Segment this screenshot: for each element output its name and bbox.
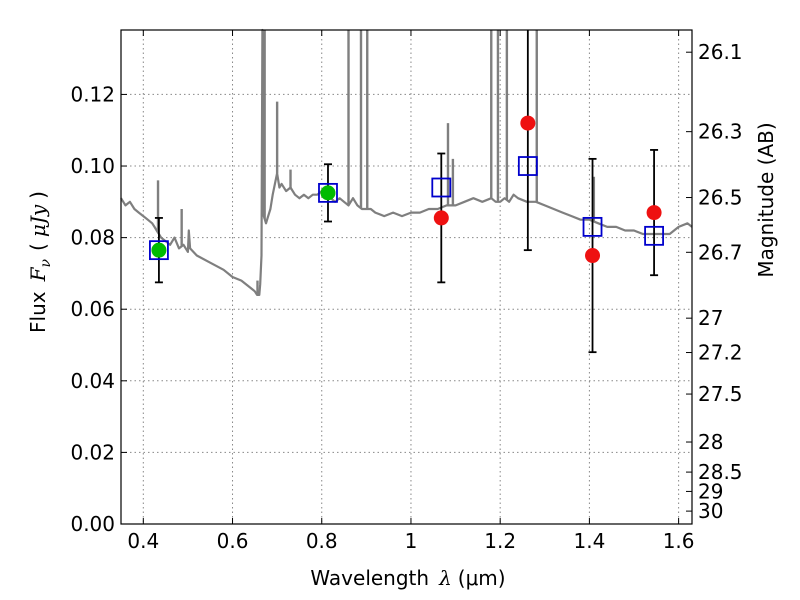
blue-square-point (644, 225, 664, 246)
x-axis-label-symbol: λ (438, 566, 452, 590)
red-circle-point (433, 210, 449, 226)
y-axis-label-text: Flux (26, 291, 50, 333)
x-axis-label-unit: (μm) (458, 566, 506, 590)
y-tick-label: 0.10 (70, 154, 115, 178)
y-tick-label: 0.04 (70, 369, 115, 393)
model-spectrum (120, 28, 693, 296)
y-tick-label: 0.12 (70, 82, 115, 106)
y-tick-label: 0.02 (70, 440, 115, 464)
blue-square-point (149, 240, 169, 261)
right-tick-label: 27.5 (698, 382, 743, 406)
y-tick-label: 0.00 (70, 512, 115, 536)
red-circle-point (520, 115, 536, 131)
y-axis-label-sub: ν (38, 259, 54, 268)
x-tick-label: 1.2 (484, 529, 516, 553)
right-tick-label: 26.5 (698, 186, 743, 210)
right-tick-label: 26.7 (698, 240, 743, 264)
markers (149, 115, 664, 264)
red-circle-point (585, 248, 601, 264)
right-tick-label: 30 (698, 499, 723, 523)
error-bars (154, 30, 659, 354)
right-tick-label: 28 (698, 430, 723, 454)
right-tick-label: 29 (698, 479, 723, 503)
red-circle-point (646, 205, 662, 221)
x-tick-label: 0.8 (306, 529, 338, 553)
grid (121, 30, 692, 525)
green-circle-point (151, 242, 167, 258)
x-tick-label: 0.4 (127, 529, 159, 553)
y-axis-label-unit: μJy (26, 204, 50, 237)
model-spectrum-line (120, 28, 693, 296)
x-axis-label-text: Wavelength (310, 566, 429, 590)
blue-square-point (431, 177, 452, 198)
right-tick-label: 27.2 (698, 341, 743, 365)
y-axis-label: FluxFν(μJy) (26, 191, 54, 333)
right-tick-label: 26.1 (698, 40, 743, 64)
blue-square-point (318, 182, 338, 203)
x-tick-label: 1.6 (663, 529, 695, 553)
green-circle-point (320, 185, 336, 201)
right-axis-label: Magnitude (AB) (754, 122, 778, 277)
x-tick-label: 0.6 (217, 529, 249, 553)
y-tick-label: 0.08 (70, 226, 115, 250)
right-tick-label: 26.3 (698, 120, 743, 144)
y-tick-label: 0.06 (70, 297, 115, 321)
plot-frame (120, 29, 693, 525)
blue-square-point (582, 216, 603, 237)
y-axis-label-symbol: F (26, 266, 50, 282)
x-tick-label: 1.4 (573, 529, 605, 553)
x-tick-label: 1 (405, 529, 418, 553)
x-axis-label: Wavelength λ (μm) (310, 566, 505, 590)
right-tick-label: 27 (698, 306, 723, 330)
axes: 0.4 0.6 0.8 1 1.2 1.4 1.6 0.00 0.02 0.04 0.06 0.08 0… (70, 30, 743, 553)
blue-square-point (517, 156, 538, 176)
right-tick-label: 28.5 (698, 460, 743, 484)
